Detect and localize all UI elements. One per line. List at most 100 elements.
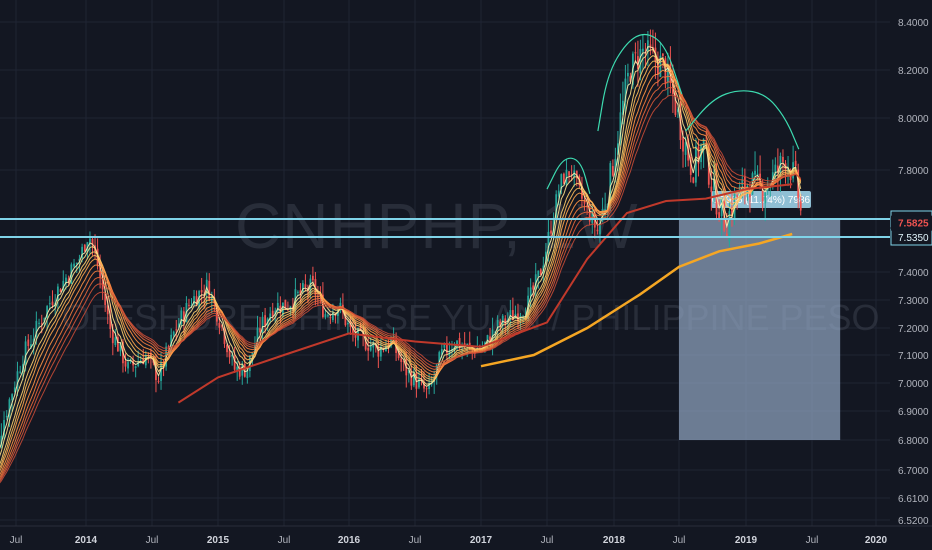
candle-body xyxy=(385,346,387,352)
candle-body xyxy=(83,244,86,252)
candle-body xyxy=(62,280,65,291)
candle-body xyxy=(617,143,619,155)
candle-body xyxy=(38,322,40,324)
candle-body xyxy=(552,218,555,234)
candle-body xyxy=(30,344,32,348)
y-tick-label: 6.7000 xyxy=(898,466,929,477)
candle-body xyxy=(440,349,443,355)
candle-body xyxy=(269,313,272,321)
candle-body xyxy=(794,160,797,167)
candle-body xyxy=(534,274,537,291)
candle-body xyxy=(682,136,684,152)
candle-body xyxy=(359,325,362,330)
candle-body xyxy=(634,52,637,54)
y-tick-label: 7.2000 xyxy=(898,324,929,335)
x-tick-label: 2014 xyxy=(75,535,98,546)
x-tick-label: 2020 xyxy=(865,535,888,546)
y-tick-label: 7.8000 xyxy=(898,166,929,177)
candle-body xyxy=(134,366,137,368)
y-tick-label: 8.4000 xyxy=(898,18,929,29)
candle-body xyxy=(198,291,201,308)
candle-body xyxy=(119,342,122,352)
candle-body xyxy=(208,280,211,301)
candle-body xyxy=(570,174,573,176)
candle-body xyxy=(539,269,542,276)
candle-body xyxy=(231,355,234,357)
y-tick-label: 7.0000 xyxy=(898,379,929,390)
candle-body xyxy=(261,316,264,333)
candle-body xyxy=(75,262,78,265)
candle-body xyxy=(720,198,723,217)
ema-ribbon xyxy=(0,46,802,484)
candle-body xyxy=(517,313,519,322)
candle-body xyxy=(40,323,43,325)
candle-body xyxy=(496,320,499,331)
candle-body xyxy=(299,290,302,294)
candle-body xyxy=(304,284,307,288)
candle-body xyxy=(99,263,102,277)
candle-body xyxy=(73,263,75,267)
candle-body xyxy=(172,331,175,336)
range-box xyxy=(679,219,841,440)
candle-body xyxy=(547,231,550,251)
hs-curve xyxy=(685,90,800,150)
candle-body xyxy=(397,350,400,359)
candle-body xyxy=(256,327,259,344)
candle-body xyxy=(104,291,107,305)
candle-body xyxy=(550,230,552,234)
candle-body xyxy=(743,175,746,191)
candle-body xyxy=(59,289,62,293)
candle-body xyxy=(332,312,334,321)
candle-body xyxy=(756,173,759,176)
candle-body xyxy=(8,399,11,417)
candle-body xyxy=(407,370,410,373)
x-tick-label: Jul xyxy=(10,535,23,546)
hs-curve xyxy=(546,157,591,195)
x-tick-label: Jul xyxy=(541,535,554,546)
ema-line xyxy=(0,63,802,472)
candle-body xyxy=(728,211,731,242)
candle-body xyxy=(560,174,563,190)
candle-body xyxy=(418,379,420,388)
candle-body xyxy=(279,305,282,313)
candle-body xyxy=(599,222,601,235)
candle-body xyxy=(51,301,54,306)
candle-body xyxy=(372,342,375,348)
candle-body xyxy=(27,339,30,346)
candle-body xyxy=(400,358,403,362)
candle-body xyxy=(124,360,127,367)
candle-body xyxy=(67,278,70,283)
x-tick-label: Jul xyxy=(146,535,159,546)
candle-body xyxy=(5,415,8,418)
candle-body xyxy=(367,347,370,351)
candle-body xyxy=(157,380,160,382)
candle-body xyxy=(13,387,16,393)
candle-body xyxy=(657,58,659,74)
candle-body xyxy=(684,142,687,155)
candle-body xyxy=(586,205,588,207)
candle-body xyxy=(445,342,448,354)
candle-body xyxy=(611,166,614,176)
candle-body xyxy=(689,157,692,175)
candle-body xyxy=(228,350,231,358)
candle-body xyxy=(494,331,497,333)
candle-body xyxy=(697,146,700,164)
candle-body xyxy=(622,100,624,115)
y-tick-label: 8.2000 xyxy=(898,66,929,77)
candle-body xyxy=(324,314,327,318)
candle-body xyxy=(170,334,173,346)
candle-body xyxy=(364,336,367,350)
y-tick-label: 6.6100 xyxy=(898,494,929,505)
candle-body xyxy=(111,329,114,344)
candle-body xyxy=(443,343,446,348)
y-tick-label: 7.4000 xyxy=(898,268,929,279)
candle-body xyxy=(377,346,380,357)
candle-body xyxy=(200,290,203,293)
candle-body xyxy=(379,346,382,357)
candle-body xyxy=(91,238,94,246)
candle-body xyxy=(327,315,329,317)
candle-body xyxy=(575,170,578,178)
candle-body xyxy=(190,305,193,307)
candle-body xyxy=(210,295,213,302)
